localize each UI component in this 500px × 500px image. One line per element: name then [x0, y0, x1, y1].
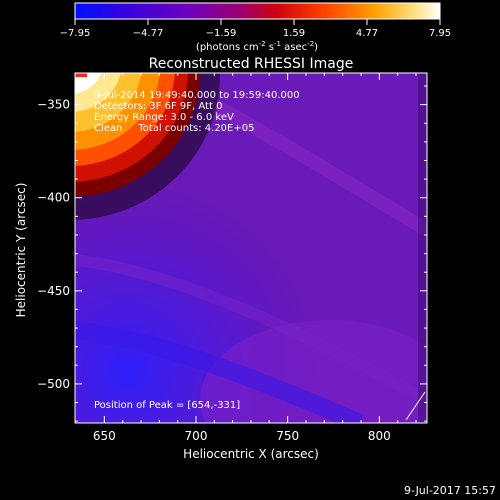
x-tick-label: 800	[368, 429, 391, 443]
right-edge-strip	[418, 73, 427, 423]
colorbar-tick-label: 1.59	[283, 28, 305, 39]
y-axis-ticks: −350 −400 −450 −500	[37, 85, 427, 422]
colorbar-tick-label: 4.77	[356, 28, 378, 39]
arc-band-2	[75, 254, 427, 406]
x-tick-label: 700	[185, 429, 208, 443]
colorbar-tick-label: 7.95	[429, 28, 451, 39]
info-line-energy: Energy Range: 3.0 - 6.0 keV	[94, 112, 234, 123]
chart-title: Reconstructed RHESSI Image	[149, 56, 354, 72]
peak-marker	[75, 73, 87, 77]
arc-band-3	[75, 321, 364, 423]
timestamp: 9-Jul-2017 15:57	[404, 484, 496, 497]
y-tick-label: −350	[37, 98, 70, 112]
colorbar-ticks: −7.95 −4.77 −1.59 1.59 4.77 7.95	[60, 19, 451, 39]
peak-position-label: Position of Peak = [654,-331]	[94, 400, 240, 411]
info-line-counts: Clean Total counts: 4.20E+05	[94, 123, 254, 134]
colorbar-tick-label: −7.95	[60, 28, 91, 39]
colorbar: −7.95 −4.77 −1.59 1.59 4.77 7.95 (photons cm-…	[60, 2, 451, 53]
y-tick-label: −450	[37, 284, 70, 298]
corner-line	[405, 391, 426, 421]
x-tick-label: 750	[276, 429, 299, 443]
y-tick-label: −500	[37, 377, 70, 391]
info-line-detectors: Detectors: 3F 6F 9F, Att 0	[94, 101, 222, 112]
colorbar-unit-label: (photons cm-2 s-1 asec-2)	[196, 40, 318, 53]
x-axis-ticks: 650 700 750 800	[93, 73, 417, 443]
colorbar-rect	[74, 2, 441, 20]
y-tick-label: −400	[37, 191, 70, 205]
y-axis-label: Heliocentric Y (arcsec)	[14, 183, 28, 318]
colorbar-tick-label: −1.59	[206, 28, 237, 39]
purple-region	[200, 320, 427, 423]
x-tick-label: 650	[93, 429, 116, 443]
flare-core	[75, 73, 102, 94]
info-text: 9-Jul-2014 19:49:40.000 to 19:59:40.000 …	[94, 90, 300, 411]
info-line-time: 9-Jul-2014 19:49:40.000 to 19:59:40.000	[94, 90, 300, 101]
heatmap-image	[75, 73, 427, 423]
flare-source	[75, 73, 220, 220]
x-axis-label: Heliocentric X (arcsec)	[183, 447, 319, 461]
colorbar-tick-label: −4.77	[133, 28, 164, 39]
